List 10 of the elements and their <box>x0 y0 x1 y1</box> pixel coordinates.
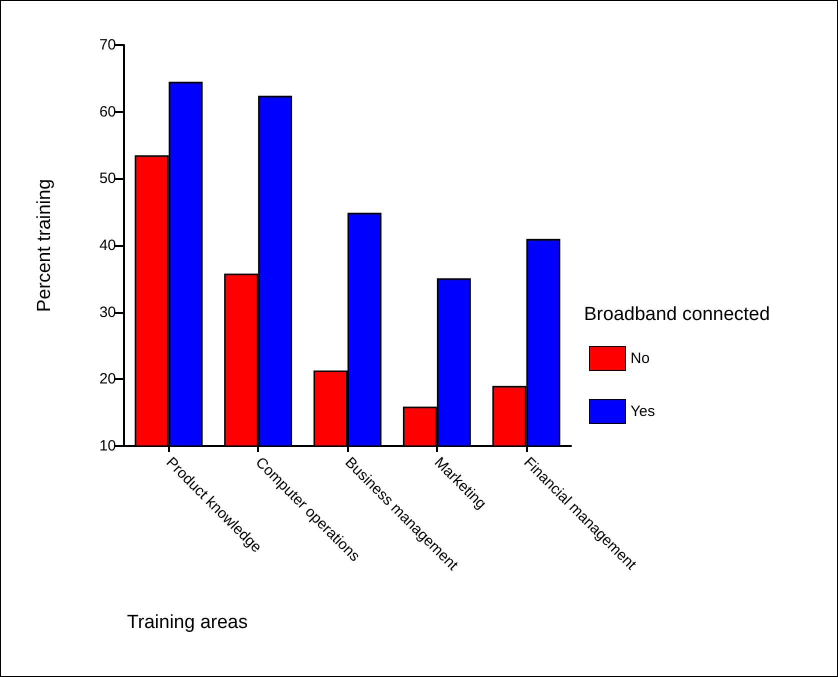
y-tick-label: 30 <box>99 304 116 321</box>
legend-title: Broadband connected <box>584 304 770 325</box>
y-tick-label: 20 <box>99 370 116 388</box>
y-tick-label: 60 <box>99 103 116 120</box>
legend-label: Yes <box>630 403 655 420</box>
x-axis-title: Training areas <box>127 612 248 633</box>
legend-label: No <box>630 350 650 367</box>
y-tick-label: 40 <box>99 237 116 254</box>
y-axis-title: Percent training <box>34 178 55 312</box>
y-tick-label: 50 <box>99 170 116 188</box>
